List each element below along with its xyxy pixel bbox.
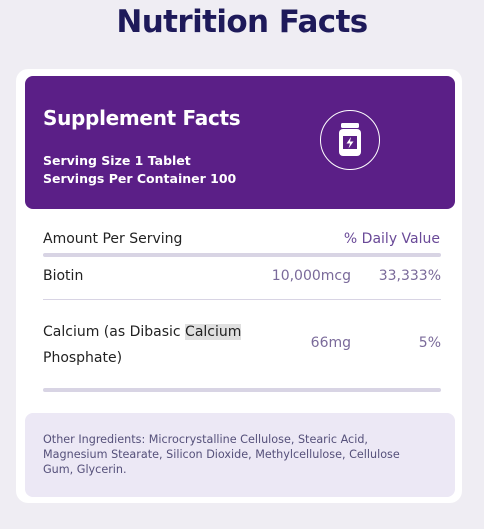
supplement-facts-title: Supplement Facts [43,106,241,130]
servings-per-container: Servings Per Container 100 [43,171,237,186]
supplement-card: Supplement Facts Serving Size 1 Tablet S… [16,69,462,503]
header-divider [43,253,441,257]
nutrient-daily-value: 5% [418,335,441,351]
serving-size: Serving Size 1 Tablet [43,153,191,168]
nutrient-name-part: Phosphate) [43,350,123,366]
other-ingredients-box: Other Ingredients: Microcrystalline Cell… [25,413,455,497]
serving-info: Serving Size 1 Tablet Servings Per Conta… [43,152,236,188]
nutrient-name: Calcium (as Dibasic Calcium Phosphate) [43,319,273,371]
nutrient-amount: 66mg [310,335,351,351]
nutrient-name: Biotin [43,268,84,284]
supplement-facts-header: Supplement Facts Serving Size 1 Tablet S… [25,76,455,209]
nutrient-name-part: Calcium (as Dibasic [43,324,186,340]
amount-per-serving-header: Amount Per Serving [43,231,183,247]
selected-text: Calcium [185,324,242,340]
other-ingredients-text: Other Ingredients: Microcrystalline Cell… [43,433,400,476]
nutrient-daily-value: 33,333% [378,268,441,284]
supplement-jar-icon [320,110,380,170]
daily-value-header: % Daily Value [343,231,440,247]
table-bottom-divider [43,388,441,392]
page-title: Nutrition Facts [116,4,368,40]
row-divider [43,299,441,300]
nutrient-amount: 10,000mcg [271,268,351,284]
